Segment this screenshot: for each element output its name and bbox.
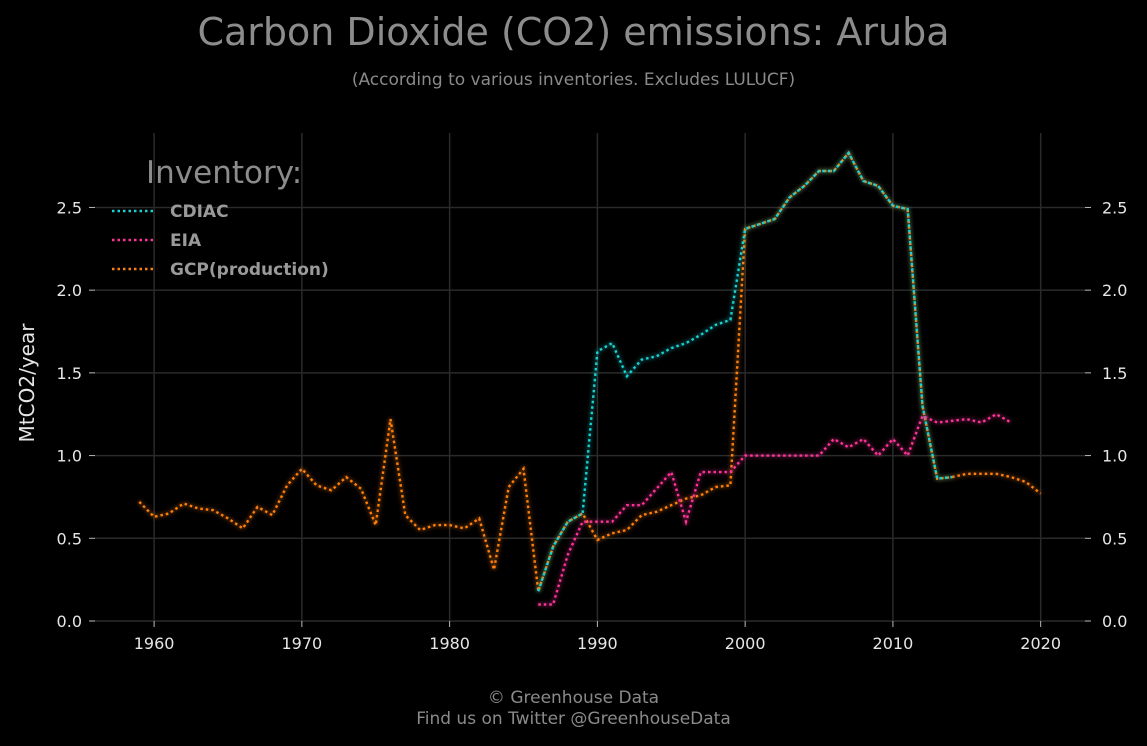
y-tick-label-left: 0.0 [57, 612, 82, 631]
x-tick-label: 1970 [282, 634, 323, 653]
y-tick-label-right: 1.0 [1102, 447, 1127, 466]
axes: 1960 1970 1980 1990 2000 2010 2020 0.0 0.0 0.5 0.5… [57, 198, 1128, 653]
y-tick-label-right: 2.0 [1102, 281, 1127, 300]
legend: Inventory: CDIAC EIA GCP(production) [112, 155, 329, 280]
y-tick-label-right: 1.5 [1102, 364, 1127, 383]
twitter-credit: Find us on Twitter @GreenhouseData [416, 709, 731, 729]
y-tick-label-right: 2.5 [1102, 198, 1127, 217]
y-tick-label-left: 2.5 [57, 198, 82, 217]
x-tick-label: 2000 [725, 634, 766, 653]
y-tick-label-left: 1.0 [57, 447, 82, 466]
chart-title: Carbon Dioxide (CO2) emissions: Aruba [197, 10, 950, 54]
legend-label-cdiac: CDIAC [170, 202, 229, 222]
legend-label-gcp-production: GCP(production) [170, 260, 329, 280]
series-line-cdiac [537, 150, 953, 592]
series-line-gcp-production [138, 150, 1042, 592]
copyright-text: © Greenhouse Data [487, 688, 660, 708]
y-axis-label: MtCO2/year [15, 323, 39, 443]
chart-subtitle: (According to various inventories. Exclu… [351, 70, 796, 90]
x-tick-label: 2020 [1020, 634, 1061, 653]
y-tick-label-left: 0.5 [57, 529, 82, 548]
grid [95, 133, 1085, 622]
x-tick-label: 1980 [429, 634, 470, 653]
x-tick-label: 1960 [134, 634, 175, 653]
y-tick-label-left: 1.5 [57, 364, 82, 383]
x-tick-label: 2010 [873, 634, 914, 653]
series-lines [138, 150, 1042, 606]
y-tick-label-right: 0.0 [1102, 612, 1127, 631]
x-tick-label: 1990 [577, 634, 618, 653]
legend-label-eia: EIA [170, 231, 202, 251]
y-tick-label-right: 0.5 [1102, 529, 1127, 548]
series-line-eia [538, 412, 1012, 606]
footer: © Greenhouse Data Find us on Twitter @Gr… [0, 688, 1147, 730]
y-tick-label-left: 2.0 [57, 281, 82, 300]
legend-title: Inventory: [146, 155, 302, 191]
